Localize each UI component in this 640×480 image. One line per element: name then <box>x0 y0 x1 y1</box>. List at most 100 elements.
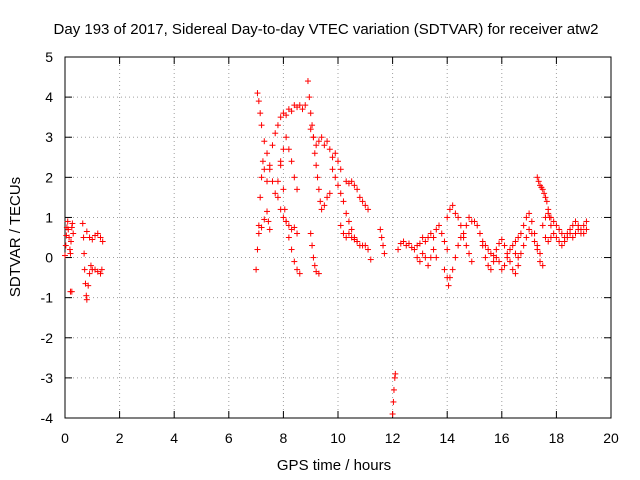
data-points <box>62 78 590 417</box>
y-tick-label: -3 <box>41 370 54 386</box>
data-point <box>392 370 399 377</box>
data-point <box>274 194 281 201</box>
data-point <box>313 142 320 149</box>
data-point <box>258 224 265 231</box>
data-point <box>67 250 74 257</box>
data-point <box>493 254 500 261</box>
data-point <box>419 234 426 241</box>
data-point <box>329 166 336 173</box>
data-point <box>520 242 527 249</box>
axis-ticks <box>64 56 612 419</box>
data-point <box>326 146 333 153</box>
data-point <box>324 194 331 201</box>
data-point <box>332 150 339 157</box>
y-tick-labels: -4 -3 -2 -1 0 1 2 3 4 5 <box>41 49 54 426</box>
data-point <box>285 234 292 241</box>
data-point <box>466 250 473 257</box>
data-point <box>362 202 369 209</box>
data-point <box>345 218 352 225</box>
data-point <box>531 238 538 245</box>
data-point <box>583 218 590 225</box>
data-point <box>261 138 268 145</box>
data-point <box>444 214 451 221</box>
data-point <box>365 206 372 213</box>
data-point <box>490 258 497 265</box>
data-point <box>436 222 443 229</box>
data-point <box>304 78 311 85</box>
data-point <box>310 254 317 261</box>
data-point <box>66 234 73 241</box>
data-point <box>99 238 106 245</box>
data-point <box>359 198 366 205</box>
data-point <box>307 126 314 133</box>
data-point <box>266 166 273 173</box>
data-point <box>545 238 552 245</box>
data-point <box>64 218 71 225</box>
data-point <box>291 258 298 265</box>
data-point <box>433 254 440 261</box>
data-point <box>580 230 587 237</box>
data-point <box>378 234 385 241</box>
data-point <box>537 250 544 257</box>
x-tick-label: 8 <box>280 430 288 446</box>
data-point <box>367 256 374 263</box>
data-point <box>348 226 355 233</box>
data-point <box>539 222 546 229</box>
data-point <box>345 230 352 237</box>
data-point <box>561 238 568 245</box>
data-point <box>556 238 563 245</box>
data-point <box>283 134 290 141</box>
data-point <box>485 246 492 253</box>
data-point <box>272 190 279 197</box>
data-point <box>444 246 451 253</box>
data-point <box>556 226 563 233</box>
data-point <box>564 234 571 241</box>
data-point <box>264 178 271 185</box>
data-point <box>62 242 69 249</box>
data-point <box>326 190 333 197</box>
data-point <box>485 262 492 269</box>
y-tick-label: 5 <box>45 49 53 65</box>
data-point <box>302 102 309 109</box>
data-point <box>311 150 318 157</box>
data-point <box>520 222 527 229</box>
x-tick-labels: 0 2 4 6 8 10 12 14 16 18 20 <box>61 430 619 446</box>
data-point <box>337 166 344 173</box>
data-point <box>83 296 90 303</box>
data-point <box>580 222 587 229</box>
data-point <box>258 122 265 129</box>
data-point <box>307 230 314 237</box>
data-point <box>493 246 500 253</box>
data-point <box>526 210 533 217</box>
data-point <box>455 242 462 249</box>
data-point <box>310 134 317 141</box>
data-point <box>550 218 557 225</box>
data-point <box>280 186 287 193</box>
data-point <box>515 262 522 269</box>
data-point <box>463 222 470 229</box>
data-point <box>389 410 396 417</box>
data-point <box>97 234 104 241</box>
y-tick-label: 4 <box>45 89 53 105</box>
data-point <box>318 206 325 213</box>
data-point <box>455 214 462 221</box>
x-tick-label: 2 <box>116 430 124 446</box>
data-point <box>277 114 284 121</box>
data-point <box>400 238 407 245</box>
data-point <box>528 218 535 225</box>
data-point <box>572 218 579 225</box>
data-point <box>87 262 94 269</box>
data-point <box>517 250 524 257</box>
data-point <box>539 262 546 269</box>
data-point <box>391 374 398 381</box>
data-point <box>542 234 549 241</box>
data-point <box>547 222 554 229</box>
data-point <box>365 246 372 253</box>
data-point <box>343 234 350 241</box>
x-tick-label: 10 <box>330 430 346 446</box>
data-point <box>457 222 464 229</box>
data-point <box>348 178 355 185</box>
data-point <box>343 210 350 217</box>
data-point <box>85 282 92 289</box>
data-point <box>512 270 519 277</box>
